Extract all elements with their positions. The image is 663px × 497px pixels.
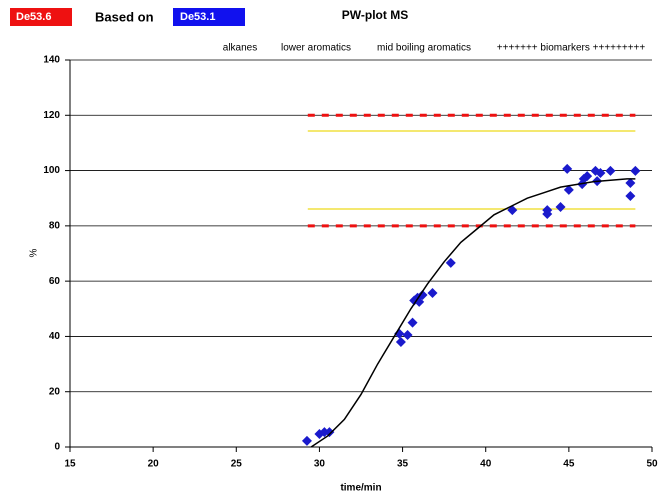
- y-tick-label: 0: [54, 442, 60, 453]
- y-tick-label: 140: [43, 55, 60, 66]
- data-point: [630, 165, 641, 176]
- data-point: [562, 163, 573, 174]
- y-tick-label: 20: [49, 386, 61, 397]
- sample-label: De53.6: [16, 11, 51, 23]
- data-point: [301, 435, 312, 446]
- y-tick-label: 40: [49, 331, 61, 342]
- data-point: [605, 165, 616, 176]
- data-point: [445, 257, 456, 268]
- reference-box: [173, 8, 245, 26]
- x-tick-label: 40: [480, 459, 492, 470]
- data-point: [417, 289, 428, 300]
- x-tick-label: 30: [314, 459, 326, 470]
- data-point: [395, 336, 406, 347]
- data-point: [407, 317, 418, 328]
- data-point: [427, 288, 438, 299]
- fit-curve: [310, 178, 636, 448]
- sample-box: [10, 8, 72, 26]
- data-point: [595, 168, 606, 179]
- x-tick-label: 25: [231, 459, 243, 470]
- y-tick-label: 100: [43, 165, 60, 176]
- region-label: mid boiling aromatics: [377, 43, 471, 54]
- region-label: +++++++ biomarkers +++++++++: [497, 43, 646, 54]
- x-tick-label: 15: [64, 459, 76, 470]
- based-on-label: Based on: [95, 9, 154, 24]
- data-point: [324, 427, 335, 438]
- x-axis-label: time/min: [340, 483, 381, 494]
- y-tick-label: 60: [49, 276, 61, 287]
- data-point: [625, 191, 636, 202]
- x-tick-label: 20: [148, 459, 160, 470]
- data-point: [563, 184, 574, 195]
- x-tick-label: 50: [646, 459, 658, 470]
- region-label: lower aromatics: [281, 43, 351, 54]
- region-label: alkanes: [223, 43, 257, 54]
- x-tick-label: 45: [563, 459, 575, 470]
- x-tick-label: 35: [397, 459, 409, 470]
- y-axis-label: %: [29, 248, 40, 257]
- y-tick-label: 80: [49, 220, 61, 231]
- data-point: [582, 171, 593, 182]
- data-point: [625, 178, 636, 189]
- reference-label: De53.1: [180, 11, 215, 23]
- chart-title: PW-plot MS: [342, 8, 408, 22]
- data-point: [555, 202, 566, 213]
- data-point: [402, 330, 413, 341]
- data-point: [542, 208, 553, 219]
- y-tick-label: 120: [43, 110, 60, 121]
